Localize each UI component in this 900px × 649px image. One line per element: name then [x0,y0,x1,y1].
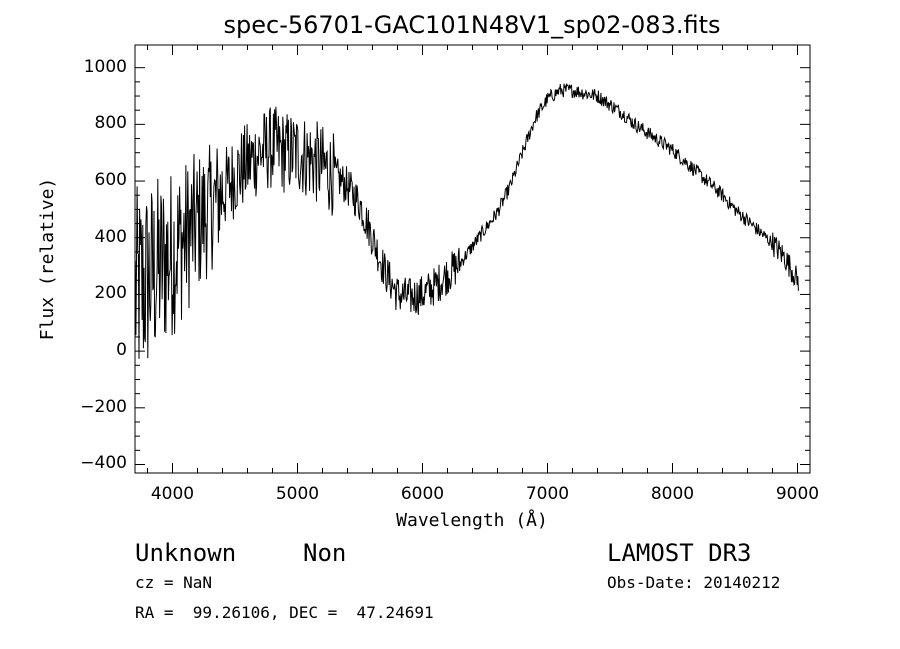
object-type: Unknown [135,539,237,567]
object-subclass: Non [303,539,347,567]
spectrum-series [134,82,799,359]
y-tick-label: 800 [94,113,127,134]
obs-date: Obs-Date: 20140212 [607,573,781,592]
x-axis-label: Wavelength (Å) [396,510,548,531]
y-tick-label: −400 [80,453,127,474]
y-tick-label: 600 [94,170,127,191]
plot-frame [134,44,811,474]
x-tick-label: 5000 [275,484,320,504]
x-tick-label: 6000 [400,484,445,504]
y-tick-label: 0 [116,340,127,361]
redshift-label: cz = NaN [135,573,213,592]
spectrum-line [134,82,799,359]
y-axis-label: Flux (relative) [37,177,58,341]
coordinates: RA = 99.26106, DEC = 47.24691 [135,603,434,622]
axis-ticks [135,45,810,473]
chart-title: spec-56701-GAC101N48V1_sp02-083.fits [223,11,721,39]
x-tick-label: 4000 [150,484,195,504]
y-tick-label: 1000 [83,56,127,77]
x-tick-label: 7000 [525,484,570,504]
x-tick-label: 9000 [775,484,820,504]
y-tick-label: 400 [94,226,127,247]
y-tick-label: −200 [80,396,127,417]
survey-name: LAMOST DR3 [607,539,752,567]
y-tick-label: 200 [94,283,127,304]
x-tick-label: 8000 [650,484,695,504]
